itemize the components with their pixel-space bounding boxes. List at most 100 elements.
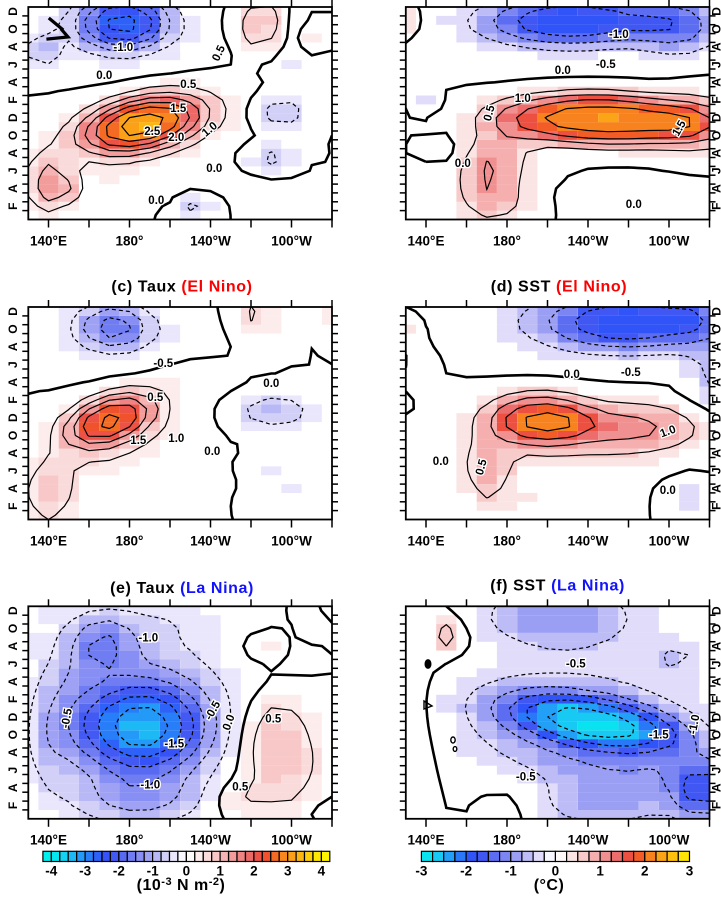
svg-text:A: A [6,641,20,650]
svg-text:J: J [710,167,721,174]
svg-text:100°W: 100°W [649,534,690,549]
svg-text:3: 3 [686,864,694,879]
svg-text:F: F [6,203,20,210]
svg-text:4: 4 [318,864,326,879]
svg-text:D: D [710,7,721,16]
svg-text:140°W: 140°W [568,534,609,549]
svg-text:0.0: 0.0 [555,65,571,77]
svg-text:(e) Taux (La Nina): (e) Taux (La Nina) [110,580,254,597]
svg-text:F: F [6,696,20,703]
svg-text:-0.5: -0.5 [596,59,616,71]
svg-text:A: A [710,641,721,650]
svg-text:1: 1 [596,864,604,879]
svg-text:F: F [6,396,20,403]
svg-text:A: A [6,42,20,51]
svg-text:0.0: 0.0 [455,158,471,170]
svg-text:180°: 180° [116,534,144,549]
svg-text:1.0: 1.0 [168,433,184,445]
svg-text:140°W: 140°W [190,234,231,249]
svg-text:J: J [710,467,721,474]
svg-text:J: J [6,767,20,774]
svg-text:0.5: 0.5 [232,781,249,793]
svg-text:140°E: 140°E [408,234,445,249]
svg-text:(d) SST (El Nino): (d) SST (El Nino) [491,279,627,296]
svg-text:2.5: 2.5 [144,126,161,138]
svg-text:O: O [710,131,721,140]
svg-text:-0.5: -0.5 [621,367,641,379]
svg-text:A: A [6,148,20,157]
svg-text:F: F [710,396,721,403]
svg-text:A: A [6,448,20,457]
svg-text:-1: -1 [505,864,517,879]
svg-text:-4: -4 [45,864,57,879]
svg-text:D: D [710,413,721,422]
svg-text:O: O [6,324,20,333]
svg-text:-2: -2 [460,864,472,879]
svg-text:A: A [6,748,20,757]
svg-text:140°E: 140°E [30,234,67,249]
svg-text:A: A [710,484,721,493]
svg-text:O: O [710,730,721,739]
svg-text:0.0: 0.0 [564,369,580,381]
svg-text:A: A [710,378,721,387]
svg-text:1.5: 1.5 [170,103,187,115]
svg-text:1.5: 1.5 [130,435,147,447]
svg-text:F: F [710,203,721,210]
svg-text:180°: 180° [116,833,144,848]
svg-text:(c) Taux (El Nino): (c) Taux (El Nino) [111,279,252,296]
svg-text:J: J [710,61,721,68]
svg-text:-2: -2 [113,864,125,879]
svg-text:D: D [6,413,20,422]
svg-text:0.0: 0.0 [148,195,164,207]
svg-text:F: F [6,802,20,809]
svg-text:A: A [6,184,20,193]
svg-text:D: D [6,606,20,615]
svg-text:-1.0: -1.0 [140,779,160,791]
svg-text:-0.5: -0.5 [566,658,586,670]
svg-text:J: J [710,661,721,668]
svg-text:A: A [6,378,20,387]
svg-text:0.0: 0.0 [660,485,676,497]
svg-text:-1.0: -1.0 [113,42,133,54]
svg-text:F: F [710,503,721,510]
svg-text:-1.5: -1.5 [164,738,184,750]
svg-text:F: F [710,802,721,809]
svg-text:J: J [710,767,721,774]
svg-text:F: F [710,96,721,103]
svg-text:0.0: 0.0 [206,163,222,175]
svg-text:100°W: 100°W [271,534,312,549]
svg-text:D: D [6,712,20,721]
svg-text:O: O [6,730,20,739]
svg-text:140°E: 140°E [408,833,445,848]
svg-text:D: D [710,712,721,721]
svg-text:D: D [710,307,721,316]
svg-text:3: 3 [284,864,292,879]
svg-text:F: F [6,96,20,103]
svg-text:0.0: 0.0 [204,446,220,458]
svg-text:A: A [710,342,721,351]
svg-text:-1.0: -1.0 [609,29,629,41]
svg-text:A: A [6,484,20,493]
svg-text:J: J [6,167,20,174]
svg-text:O: O [710,624,721,633]
svg-text:O: O [6,24,20,33]
svg-text:D: D [6,7,20,16]
svg-text:2.0: 2.0 [168,132,184,144]
svg-text:O: O [6,624,20,633]
svg-text:(f) SST (La Nina): (f) SST (La Nina) [490,578,625,595]
svg-text:J: J [710,361,721,368]
svg-text:O: O [710,431,721,440]
svg-text:F: F [6,503,20,510]
svg-text:1.0: 1.0 [515,93,531,105]
svg-text:D: D [710,606,721,615]
svg-text:O: O [710,24,721,33]
svg-text:0.5: 0.5 [265,713,282,725]
svg-text:140°E: 140°E [30,833,67,848]
svg-text:A: A [6,783,20,792]
svg-text:-1.5: -1.5 [649,729,669,741]
svg-text:A: A [710,78,721,87]
svg-text:100°W: 100°W [649,833,690,848]
svg-text:0.0: 0.0 [96,70,112,82]
svg-text:0.0: 0.0 [626,199,642,211]
svg-text:A: A [710,677,721,686]
